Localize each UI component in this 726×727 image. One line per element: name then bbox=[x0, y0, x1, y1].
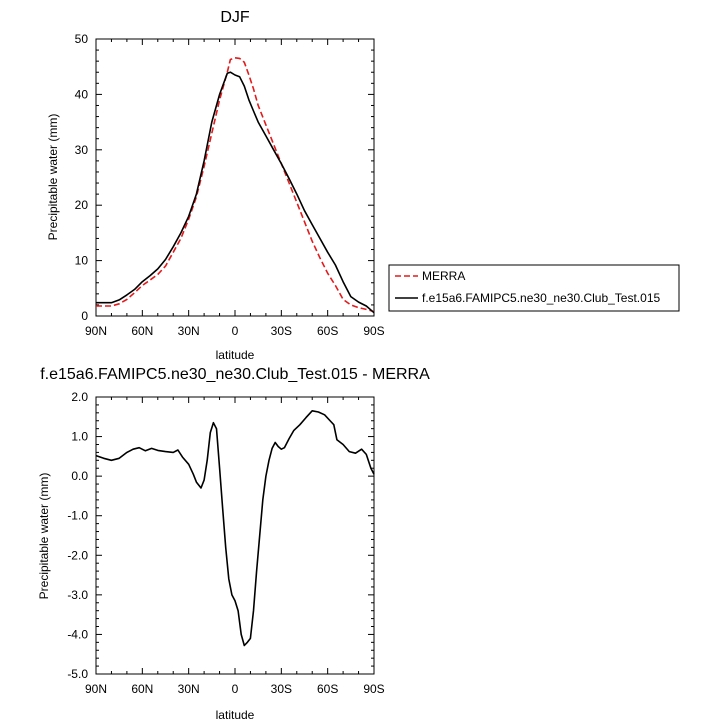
top-ytick-label: 40 bbox=[75, 87, 89, 101]
top-xtick-label: 0 bbox=[232, 324, 239, 338]
legend-box bbox=[388, 264, 680, 312]
top-ytick-label: 20 bbox=[75, 198, 89, 212]
bottom-xtick-label: 60N bbox=[131, 682, 153, 696]
top-ytick-label: 0 bbox=[81, 309, 88, 323]
bottom-chart-title: f.e15a6.FAMIPC5.ne30_ne30.Club_Test.015 … bbox=[40, 366, 430, 383]
bottom-ytick-label: 0.0 bbox=[71, 469, 88, 483]
bottom-series-line-0 bbox=[95, 409, 375, 647]
bottom-chart-ylabel: Precipitable water (mm) bbox=[37, 473, 51, 600]
top-ytick-label: 10 bbox=[75, 254, 89, 268]
bottom-ytick-label: 1.0 bbox=[71, 430, 88, 444]
top-xtick-label: 30N bbox=[178, 324, 200, 338]
bottom-xtick-label: 60S bbox=[317, 682, 338, 696]
bottom-plot-frame bbox=[95, 396, 375, 675]
bottom-chart-xlabel: latitude bbox=[216, 708, 255, 722]
bottom-ytick-label: -3.0 bbox=[67, 588, 88, 602]
bottom-ytick-label: -5.0 bbox=[67, 667, 88, 681]
top-series-line-1 bbox=[96, 71, 375, 314]
bottom-xtick-label: 30S bbox=[271, 682, 292, 696]
top-plot-frame bbox=[95, 38, 375, 317]
bottom-xtick-label: 30N bbox=[178, 682, 200, 696]
top-ytick-label: 50 bbox=[75, 32, 89, 46]
bottom-ytick-label: -1.0 bbox=[67, 509, 88, 523]
bottom-xtick-label: 90N bbox=[85, 682, 107, 696]
top-xtick-label: 60N bbox=[131, 324, 153, 338]
bottom-ytick-label: 2.0 bbox=[71, 390, 88, 404]
top-chart-ylabel: Precipitable water (mm) bbox=[46, 114, 60, 241]
legend-label-merra: MERRA bbox=[422, 269, 465, 283]
bottom-ytick-label: -4.0 bbox=[67, 627, 88, 641]
top-series-line-0 bbox=[96, 56, 375, 313]
top-xtick-label: 60S bbox=[317, 324, 338, 338]
top-ytick-label: 30 bbox=[75, 143, 89, 157]
top-xtick-label: 90S bbox=[363, 324, 384, 338]
top-chart-title: DJF bbox=[220, 9, 250, 26]
legend-label-model: f.e15a6.FAMIPC5.ne30_ne30.Club_Test.015 bbox=[422, 291, 660, 305]
top-xtick-label: 90N bbox=[85, 324, 107, 338]
bottom-xtick-label: 0 bbox=[232, 682, 239, 696]
top-chart-xlabel: latitude bbox=[216, 348, 255, 362]
bottom-ytick-label: -2.0 bbox=[67, 548, 88, 562]
legend: MERRA f.e15a6.FAMIPC5.ne30_ne30.Club_Tes… bbox=[388, 264, 680, 312]
top-xtick-label: 30S bbox=[271, 324, 292, 338]
bottom-xtick-label: 90S bbox=[363, 682, 384, 696]
